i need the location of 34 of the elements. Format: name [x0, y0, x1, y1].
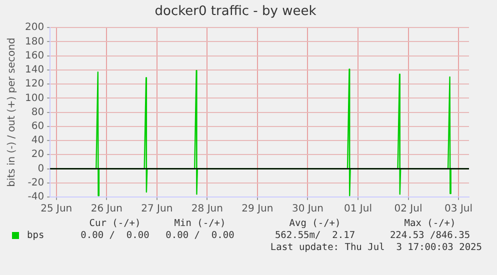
x-tick-label: 03 Jul — [444, 204, 473, 215]
text: Max (-/+) — [404, 218, 456, 229]
y-tick-label: 140 — [24, 64, 44, 76]
y-tick-label: 100 — [24, 92, 44, 104]
text: 0.00 / 0.00 — [166, 230, 234, 241]
text: Avg (-/+) — [289, 218, 341, 229]
y-tick-label: 80 — [31, 106, 44, 118]
x-tick-label: 26 Jun — [90, 204, 122, 215]
y-axis-title: bits in (-) / out (+) per second — [6, 38, 18, 187]
x-tick-label: 28 Jun — [191, 204, 223, 215]
x-tick-label: 02 Jul — [394, 204, 422, 215]
y-tick-label: 40 — [31, 135, 44, 146]
text: Last update: Thu Jul 3 17:00:03 2025 — [270, 242, 482, 253]
y-tick-label: 120 — [24, 78, 44, 90]
text: 0.00 / 0.00 — [80, 230, 150, 241]
text: Cur (-/+) — [89, 218, 141, 229]
chart-title: docker0 traffic - by week — [154, 4, 317, 20]
x-tick-label: 25 Jun — [40, 204, 72, 215]
y-tick-label: 200 — [24, 22, 44, 34]
x-tick-label: 27 Jun — [141, 204, 173, 215]
legend-label: bps — [27, 230, 44, 241]
y-tick-label: -20 — [28, 177, 44, 188]
text: 562.55m/ 2.17 — [274, 230, 356, 241]
y-tick-label: 20 — [31, 149, 44, 160]
y-tick-label: -40 — [28, 192, 44, 203]
text: 224.53 /846.35 — [390, 230, 470, 241]
y-tick-label: 0 — [38, 163, 44, 174]
x-tick-label: 29 Jun — [242, 204, 274, 215]
y-tick-label: 160 — [24, 50, 44, 62]
y-tick-label: 180 — [24, 36, 44, 48]
text: Min (-/+) — [174, 218, 226, 229]
x-tick-label: 30 Jun — [292, 204, 324, 215]
x-tick-label: 01 Jul — [344, 204, 372, 215]
y-tick-label: 60 — [31, 121, 44, 132]
